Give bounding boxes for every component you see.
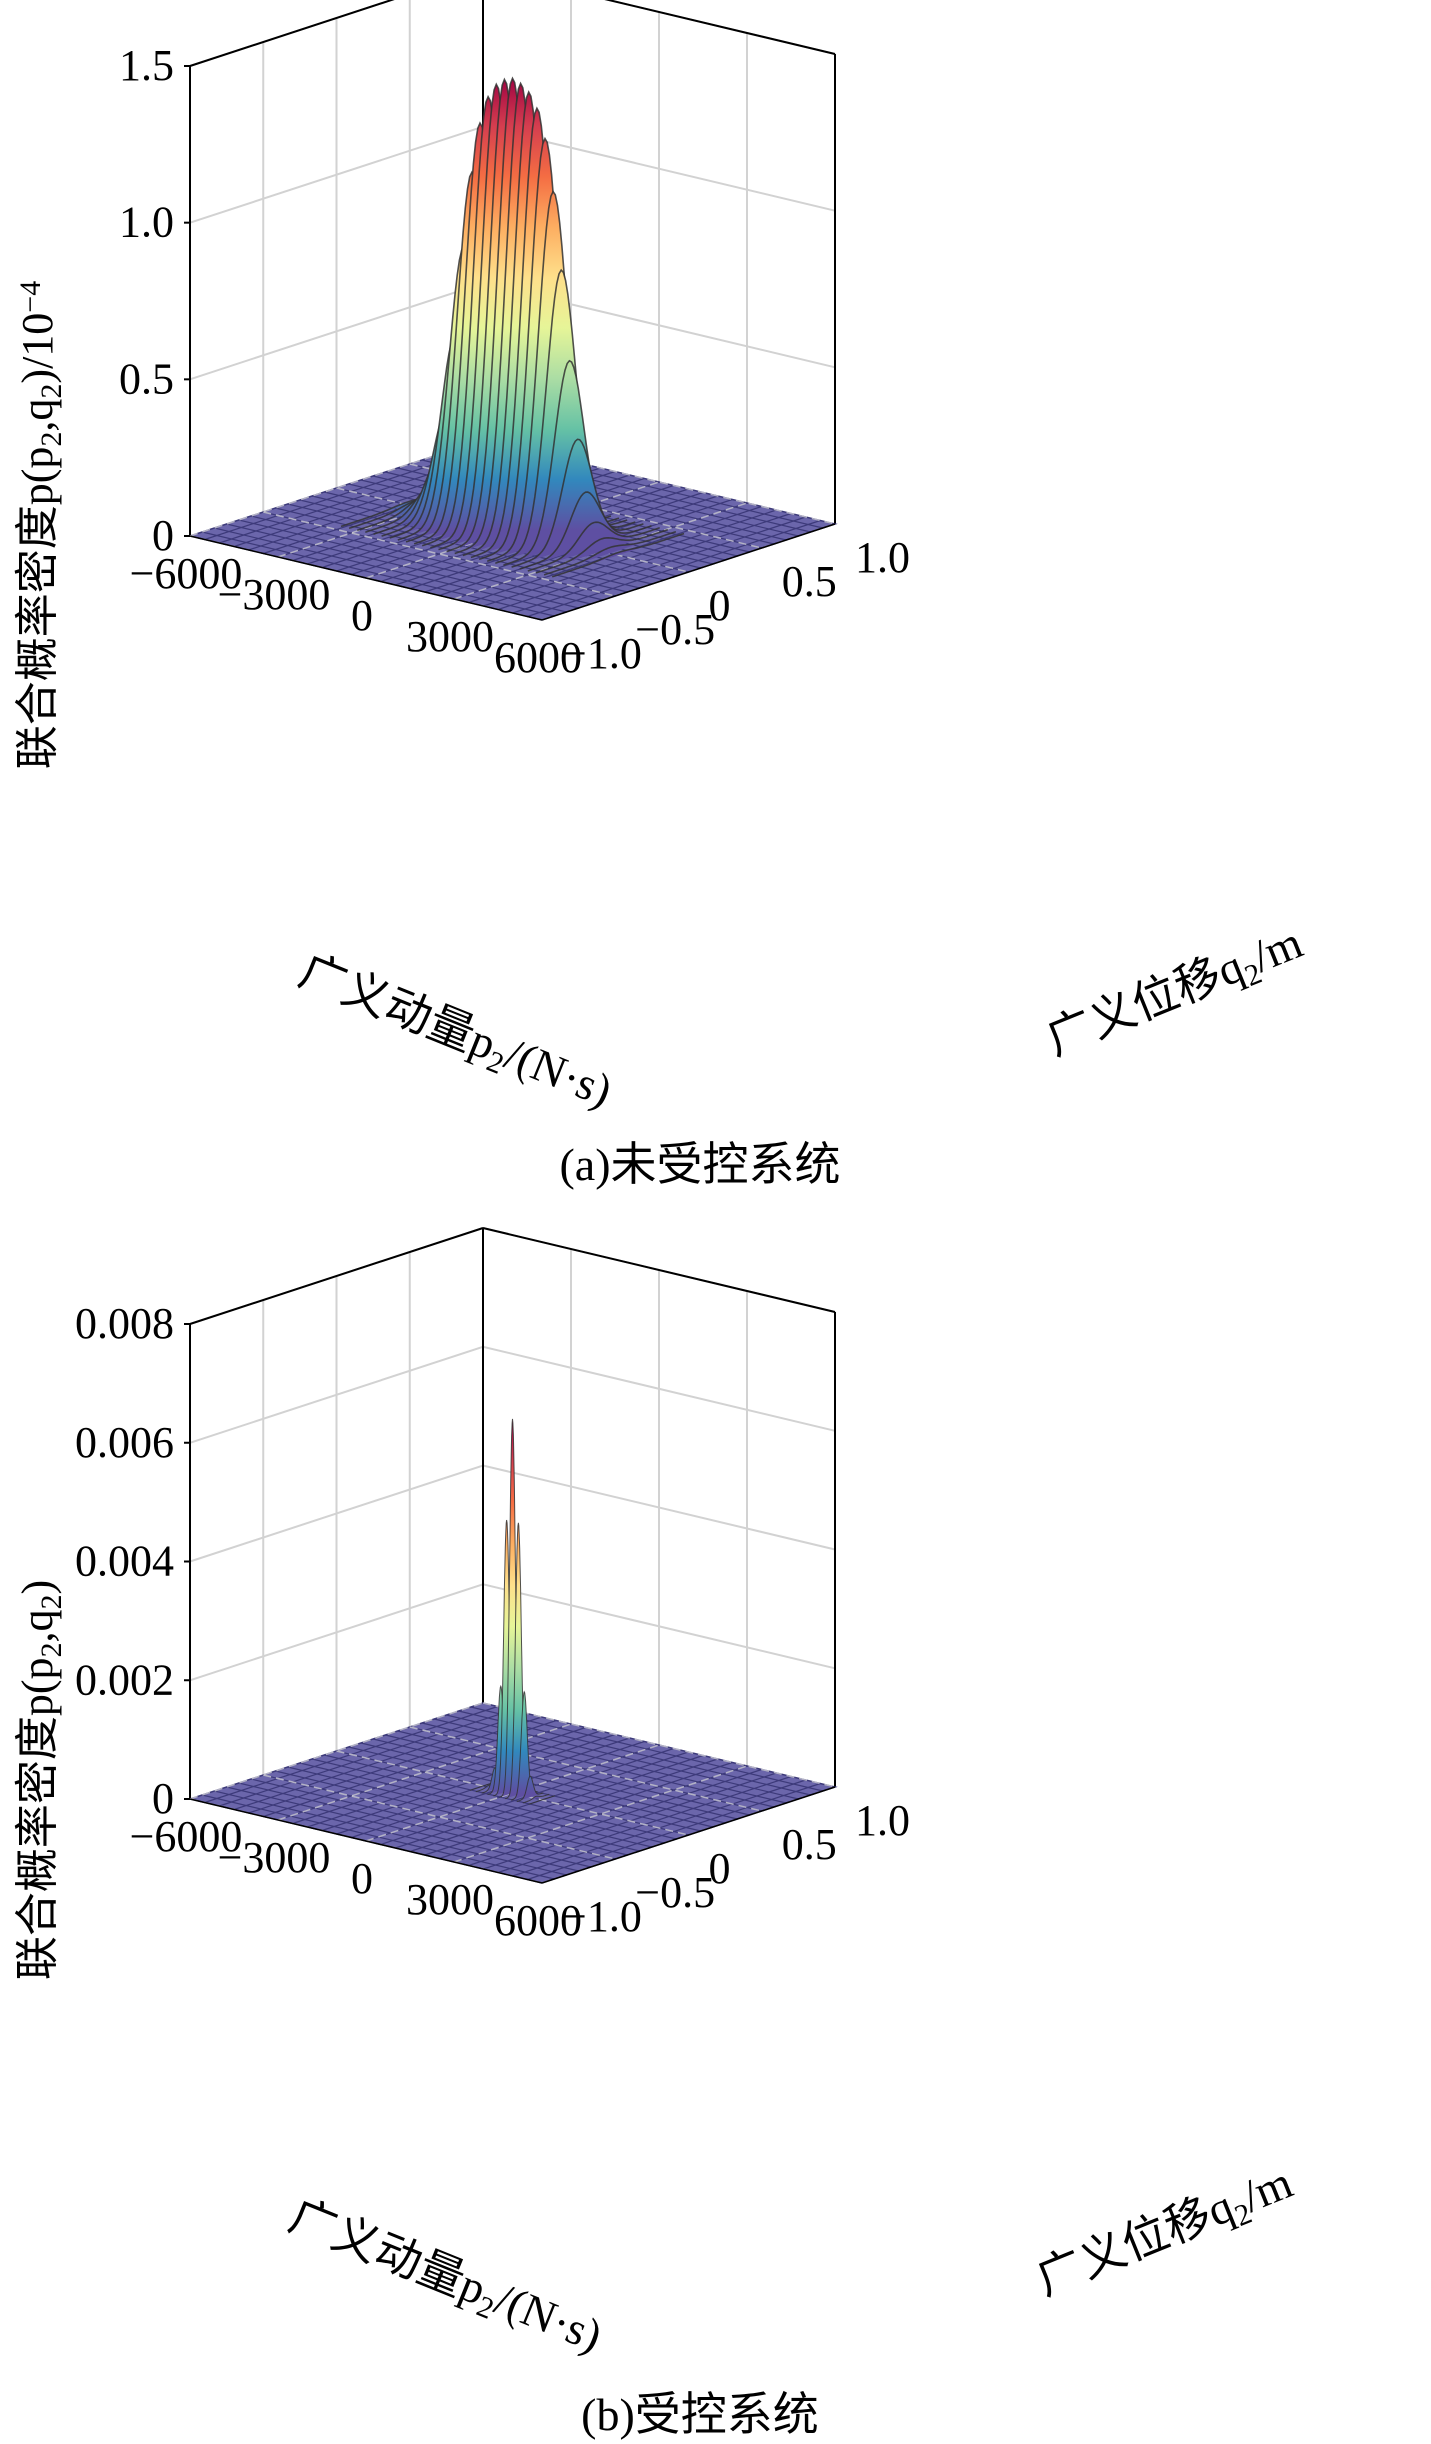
z-tick-label: 0 [152,1774,174,1823]
z-tick-label: 0.008 [75,1299,174,1348]
surface-contour [535,528,669,574]
y-tick-label: 1.0 [855,533,910,582]
floor-gridline [336,1750,689,1836]
floor-gridline [263,1774,616,1860]
panel-a-z-axis-label: 联合概率密度p(p2,q2)/10−4 [13,281,68,769]
floor-gridline [409,463,762,549]
box-edge [189,1798,543,1884]
x-tick-label: 3000 [406,1875,494,1924]
x-tick-label: 6000 [494,633,582,682]
box-edge [189,0,395,67]
floor-mesh-line [434,1718,787,1804]
surface-contour [511,438,644,568]
surface-slice [499,1418,526,1798]
z-tick-label: 0.002 [75,1655,174,1704]
box-edge [604,0,836,55]
surface-contour [522,1793,550,1804]
panel-b-y-axis-label: 广义位移q2/m [1029,2156,1301,2310]
y-tick-label: −1.0 [562,1892,642,1941]
x-tick-label: 0 [351,591,373,640]
box-edge [541,523,836,621]
x-tick-label: −6000 [130,1812,243,1861]
surface-slice [516,1776,544,1802]
surface-slice [487,1686,514,1795]
panel-a-chart: 00.51.01.5−6000−3000 0 3000 6000−1.0−0.50 0.… [13,0,1311,1190]
floor-mesh-line [527,519,821,618]
z-tick-label: 0.004 [75,1537,174,1586]
floor-gridline [482,1702,836,1788]
x-tick-label: −3000 [218,570,331,619]
surface-contour [516,1775,544,1802]
z-gridline [189,0,836,67]
box-edge [541,1786,836,1884]
floor-gridline [409,1726,762,1812]
surface-contour [543,530,677,576]
panel-a-x-axis-label: 广义动量p2/(N·s) [290,945,619,1122]
z-tick-label: 0.5 [119,354,174,403]
box-edge [189,1227,484,1325]
panel-b-caption: (b)受控系统 [581,2389,819,2440]
surface-slice [511,1691,538,1801]
surface-slice [493,1520,520,1796]
surface-contour [519,491,652,570]
z-gridline [189,1226,836,1325]
floor-mesh-line [527,1782,821,1881]
y-tick-label: 0.5 [782,557,837,606]
panel-b-chart: 0 0.002 0.004 0.006 0.008 −6000−3000 0 3000 6000… [13,1226,1301,2440]
box-edge [189,535,543,621]
x-tick-label: 3000 [406,612,494,661]
x-tick-label: 0 [351,1854,373,1903]
y-tick-label: 0 [709,1844,731,1893]
z-tick-label: 1.5 [119,41,174,90]
panel-b-z-axis-label: 联合概率密度p(p2,q2) [13,1580,68,1980]
y-tick-label: 0 [709,581,731,630]
x-tick-label: −6000 [130,549,243,598]
x-tick-label: −3000 [218,1833,331,1882]
y-tick-label: 0.5 [782,1820,837,1869]
floor-mesh-line [470,1706,823,1792]
floor-gridline [336,487,689,573]
box-edge [482,1227,836,1313]
panel-b-x-axis-label: 广义动量p2/(N·s) [280,2190,609,2367]
surface-contour [551,532,685,578]
floor-gridline [482,439,836,525]
z-tick-label: 0 [152,511,174,560]
z-tick-label: 0.006 [75,1418,174,1467]
y-tick-label: 1.0 [855,1796,910,1845]
y-tick-label: −0.5 [635,605,715,654]
surface-contour [528,1795,556,1805]
surface-slice [535,529,668,573]
z-tick-label: 1.0 [119,198,174,247]
x-tick-label: 6000 [494,1896,582,1945]
panel-a-caption: (a)未受控系统 [559,1139,840,1190]
y-tick-label: −1.0 [562,629,642,678]
y-tick-label: −0.5 [635,1868,715,1917]
surface-contour [503,359,636,566]
surface-contour [527,521,660,572]
panel-a-y-axis-label: 广义位移q2/m [1039,916,1311,1070]
surface-slice [505,1522,532,1799]
floor-gridline [263,511,616,597]
